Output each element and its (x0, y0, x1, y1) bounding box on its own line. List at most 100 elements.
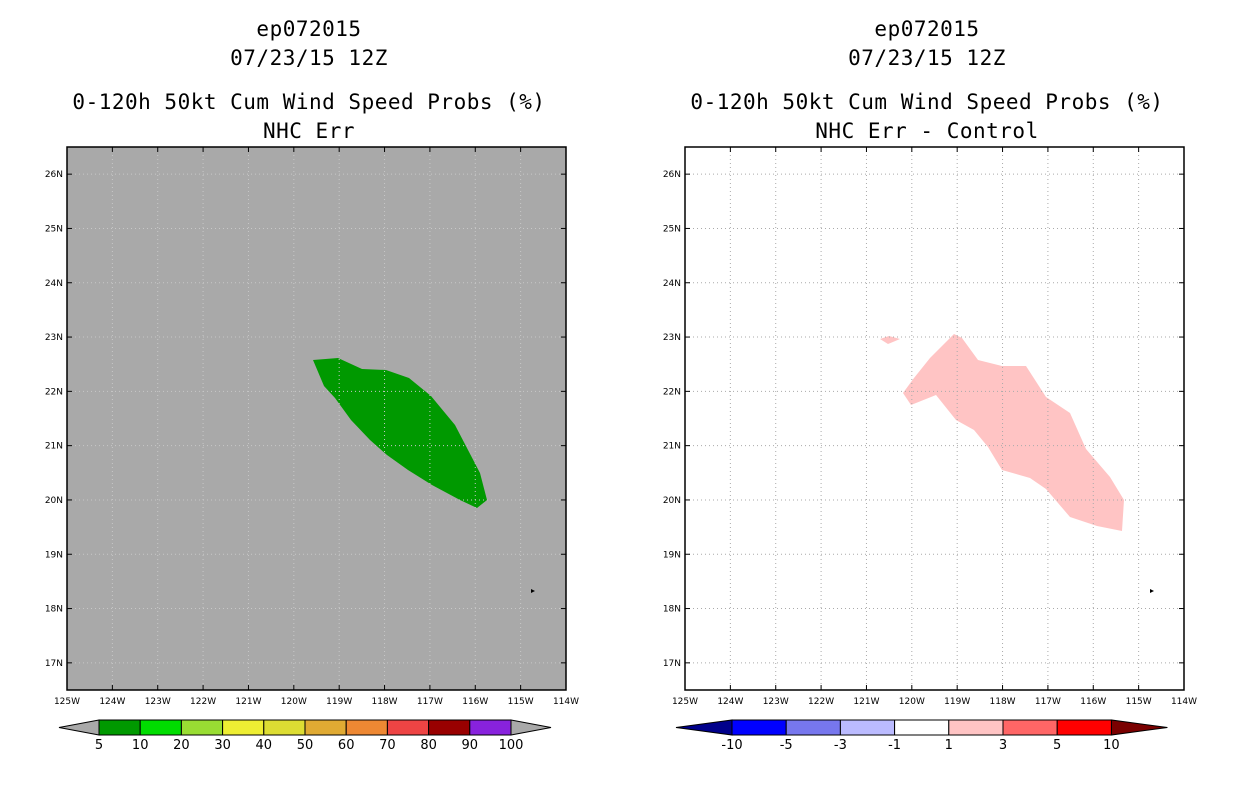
lon-label: 125W (672, 697, 698, 707)
plot-area (685, 147, 1184, 690)
colorbar-label: 80 (420, 738, 437, 753)
plot-border (684, 146, 1185, 691)
storm-position-marker (531, 589, 535, 593)
probability-region-small (880, 336, 900, 344)
lon-label: 114W (553, 697, 579, 707)
colorbar-segment (894, 719, 950, 736)
left-map-panel: ep072015 07/23/15 12Z 0-120h 50kt Cum Wi… (45, 17, 579, 753)
colorbar-segment (428, 719, 471, 736)
colorbar-label: -3 (834, 738, 847, 753)
lat-label: 21N (663, 442, 681, 452)
lat-label: 17N (663, 659, 681, 669)
lon-label: 115W (508, 697, 534, 707)
lat-label: 23N (663, 333, 681, 343)
lat-label: 26N (45, 170, 63, 180)
colorbar-label: 3 (999, 738, 1007, 753)
datetime-title: 07/23/15 12Z (230, 46, 388, 70)
right-map: 26N 25N 24N 23N 22N 21N 20N 19N 18N 17N 125W 124W 12… (663, 146, 1197, 753)
lon-label: 116W (1080, 697, 1106, 707)
lon-label: 117W (417, 697, 443, 707)
lon-label: 120W (899, 697, 925, 707)
colorbar-label: 10 (1103, 738, 1120, 753)
lat-label: 20N (45, 496, 63, 506)
lat-label: 23N (45, 333, 63, 343)
lat-label: 22N (663, 387, 681, 397)
lat-label: 20N (663, 496, 681, 506)
lat-label: 25N (45, 224, 63, 234)
lat-label: 17N (45, 659, 63, 669)
colorbar-segment (1056, 719, 1112, 736)
lon-label: 124W (717, 697, 743, 707)
lon-label: 115W (1126, 697, 1152, 707)
colorbar-segment (469, 719, 512, 736)
colorbar-label: -10 (721, 738, 742, 753)
colorbar-label: 30 (214, 738, 231, 753)
colorbar-segment (839, 719, 896, 736)
plot-area (67, 147, 566, 690)
lon-label: 125W (54, 697, 80, 707)
product-subtitle: NHC Err (262, 119, 355, 143)
lon-label: 121W (853, 697, 879, 707)
storm-id-title: ep072015 (874, 17, 980, 41)
colorbar-segment (1002, 719, 1058, 736)
lon-label: 124W (99, 697, 125, 707)
colorbar-segment (222, 719, 265, 736)
lon-label: 117W (1035, 697, 1061, 707)
colorbar-label: 90 (462, 738, 479, 753)
colorbar-arrow-low (58, 719, 100, 736)
probability-region (313, 358, 487, 508)
colorbar-label: 10 (132, 738, 149, 753)
lat-label: 24N (663, 279, 681, 289)
lon-label: 119W (326, 697, 352, 707)
lat-label: 21N (45, 442, 63, 452)
lon-label: 121W (235, 697, 261, 707)
lat-label: 19N (663, 550, 681, 560)
lat-label: 22N (45, 387, 63, 397)
colorbar-segment (304, 719, 347, 736)
colorbar-segment (139, 719, 182, 736)
lon-label: 123W (763, 697, 789, 707)
lon-label: 123W (145, 697, 171, 707)
colorbar-label: 100 (499, 738, 524, 753)
colorbar-segment (948, 719, 1004, 736)
colorbar-label: 70 (379, 738, 396, 753)
lon-label: 118W (990, 697, 1016, 707)
product-title: 0-120h 50kt Cum Wind Speed Probs (%) (690, 90, 1164, 114)
lon-label: 119W (944, 697, 970, 707)
colorbar-label: 40 (256, 738, 273, 753)
colorbar-label: 5 (95, 738, 103, 753)
colorbar-label: 1 (945, 738, 953, 753)
plot-border (66, 146, 567, 691)
probability-region (903, 334, 1124, 531)
colorbar-label: -5 (780, 738, 793, 753)
colorbar-label: 50 (297, 738, 314, 753)
colorbar-arrow-high (510, 719, 552, 736)
lon-label: 118W (372, 697, 398, 707)
colorbar-segment (98, 719, 141, 736)
colorbar-label: 60 (338, 738, 355, 753)
colorbar-arrow-high (1110, 719, 1168, 736)
product-subtitle: NHC Err - Control (815, 119, 1039, 143)
colorbar-segment (386, 719, 430, 736)
colorbar-label: -1 (888, 738, 901, 753)
colorbar-segment (180, 719, 224, 736)
colorbar-segment (785, 719, 841, 736)
lat-label: 26N (663, 170, 681, 180)
lon-label: 116W (462, 697, 488, 707)
product-title: 0-120h 50kt Cum Wind Speed Probs (%) (72, 90, 546, 114)
lat-label: 24N (45, 279, 63, 289)
right-map-panel: ep072015 07/23/15 12Z 0-120h 50kt Cum Wi… (618, 0, 1236, 800)
lon-label: 120W (281, 697, 307, 707)
lat-label: 18N (45, 605, 63, 615)
left-map: 26N 25N 24N 23N 22N 21N 20N 19N 18N 17N 125W 124W 12… (45, 146, 579, 753)
colorbar-segment (263, 719, 306, 736)
datetime-title: 07/23/15 12Z (848, 46, 1006, 70)
lon-label: 122W (190, 697, 216, 707)
colorbar-segment (345, 719, 388, 736)
storm-position-marker (1150, 589, 1154, 593)
lon-label: 122W (808, 697, 834, 707)
storm-id-title: ep072015 (256, 17, 362, 41)
lat-label: 25N (663, 224, 681, 234)
lat-label: 19N (45, 550, 63, 560)
colorbar-arrow-low (675, 719, 733, 736)
